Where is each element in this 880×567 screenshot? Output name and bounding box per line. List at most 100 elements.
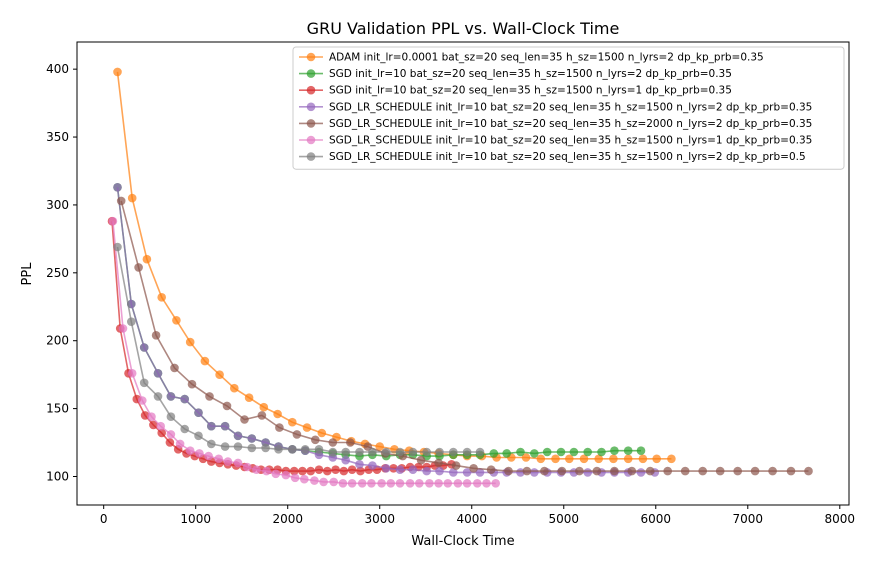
series-7-point (435, 447, 444, 457)
series-7-point (194, 431, 203, 441)
series-7-point (180, 424, 189, 434)
series-6-point (300, 474, 309, 484)
x-tick-label: 0 (100, 512, 108, 526)
series-3-point (314, 465, 324, 475)
legend-item: SGD init_lr=10 bat_sz=20 seq_len=35 h_sz… (299, 68, 732, 80)
series-6-point (395, 479, 405, 488)
series-5-point (592, 466, 602, 476)
series-7-point (300, 445, 310, 454)
series-1-point (536, 454, 546, 464)
series-6-point (118, 324, 128, 333)
legend-item: SGD_LR_SCHEDULE init_lr=10 bat_sz=20 seq… (299, 118, 812, 130)
series-6-point (443, 479, 453, 488)
legend-label: SGD_LR_SCHEDULE init_lr=10 bat_sz=20 seq… (329, 135, 812, 147)
series-2-point (516, 447, 525, 457)
series-5-point (486, 465, 496, 475)
legend-swatch-marker (306, 135, 316, 145)
y-tick-label: 250 (46, 266, 69, 280)
series-6-point (204, 451, 213, 461)
x-tick-label: 7000 (733, 512, 764, 526)
series-4-point (381, 464, 391, 473)
series-1-point (375, 442, 385, 451)
series-5-point (451, 461, 461, 470)
series-1-point (638, 454, 648, 464)
series-6-point (138, 396, 147, 405)
series-6-point (127, 369, 137, 378)
series-1-point (273, 409, 282, 419)
series-5-line (120, 200, 809, 472)
series-6-point (453, 479, 463, 488)
series-4-point (462, 468, 472, 477)
x-tick-label: 5000 (548, 512, 579, 526)
series-6 (108, 216, 501, 488)
series-2-point (542, 447, 552, 457)
series-1-point (565, 454, 574, 464)
series-4-point (435, 466, 444, 476)
x-axis: 0 1000 2000 3000 4000 5000 6000 7000 8000 (100, 505, 855, 526)
series-3-point (356, 466, 365, 476)
series-7-point (328, 447, 338, 457)
series-5-point (205, 392, 214, 401)
series-5-point (240, 415, 249, 424)
x-tick-label: 8000 (825, 512, 856, 526)
series-1-point (594, 454, 603, 464)
series-2-point (636, 446, 646, 456)
series-3-point (331, 465, 340, 475)
y-axis: 100 150 200 250 300 350 400 (46, 62, 77, 483)
series-7-point (288, 445, 297, 454)
series-5-point (786, 466, 796, 476)
series-4-point (636, 468, 646, 477)
series-5-point (416, 455, 426, 465)
series-5-point (275, 423, 284, 432)
series-7-point (113, 242, 122, 252)
chart-title: GRU Validation PPL vs. Wall-Clock Time (307, 19, 620, 38)
legend-label: SGD_LR_SCHEDULE init_lr=10 bat_sz=20 seq… (329, 101, 812, 113)
series-2-point (556, 447, 566, 457)
series-1-point (259, 402, 269, 412)
series-4-point (207, 421, 216, 431)
series-3-point (298, 466, 307, 476)
series-5-point (134, 263, 143, 272)
y-tick-label: 400 (46, 62, 69, 76)
series-5-point (292, 430, 302, 439)
series-3-point (140, 411, 150, 420)
series-6-point (357, 479, 367, 488)
series-7-point (395, 447, 405, 457)
series-2-point (623, 446, 633, 456)
series-5-point (610, 466, 619, 476)
series-5-point (522, 466, 532, 476)
series-5-point (346, 438, 355, 447)
y-axis-label: PPL (20, 262, 35, 286)
series-4-point (247, 434, 257, 443)
series-6-point (338, 479, 348, 488)
x-tick-label: 3000 (364, 512, 395, 526)
series-6-point (347, 479, 357, 488)
series-3-point (306, 466, 316, 476)
series-6-point (156, 421, 165, 431)
series-1-point (172, 316, 181, 325)
series-6-point (319, 477, 328, 487)
series-7-point (153, 392, 163, 401)
series-1-point (302, 423, 312, 432)
series-1-point (609, 454, 618, 464)
series-7-point (408, 447, 418, 457)
series-2-point (569, 447, 579, 457)
series-6-point (242, 462, 252, 472)
series-1-point (288, 417, 297, 427)
series-4-point (516, 468, 525, 477)
series-3-point (339, 466, 349, 476)
series-2-point (530, 449, 539, 458)
series-5-point (645, 466, 655, 476)
series-4-point (408, 465, 418, 475)
series-6-point (252, 465, 261, 475)
series-5-point (311, 435, 320, 445)
series-5-point (768, 466, 777, 476)
x-axis-label: Wall-Clock Time (411, 534, 514, 549)
legend-label: SGD init_lr=10 bat_sz=20 seq_len=35 h_sz… (329, 68, 732, 80)
y-tick-label: 150 (46, 402, 69, 416)
series-7-point (207, 439, 216, 449)
series-6-point (462, 479, 472, 488)
y-tick-label: 200 (46, 334, 69, 348)
series-7-point (475, 447, 485, 457)
series-5-point (469, 464, 478, 473)
